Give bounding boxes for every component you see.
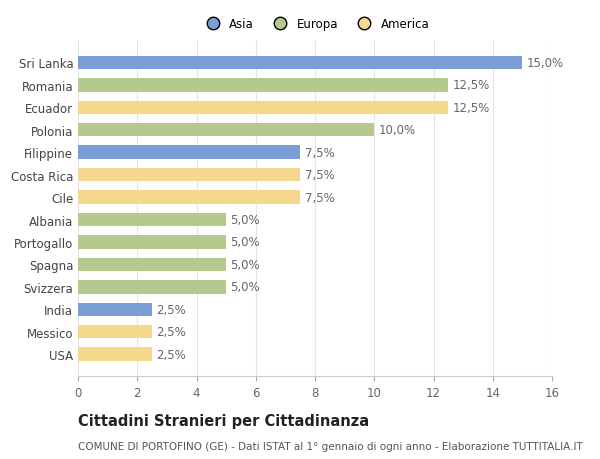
Text: 2,5%: 2,5% xyxy=(157,325,186,339)
Text: 10,0%: 10,0% xyxy=(379,124,416,137)
Bar xyxy=(78,124,374,137)
Bar xyxy=(78,146,300,160)
Bar xyxy=(78,325,152,339)
Text: 7,5%: 7,5% xyxy=(305,191,334,204)
Bar xyxy=(78,168,300,182)
Text: 15,0%: 15,0% xyxy=(527,57,564,70)
Bar xyxy=(78,213,226,227)
Bar xyxy=(78,280,226,294)
Bar xyxy=(78,236,226,249)
Text: 12,5%: 12,5% xyxy=(453,79,490,92)
Text: 7,5%: 7,5% xyxy=(305,169,334,182)
Text: 5,0%: 5,0% xyxy=(230,236,260,249)
Bar xyxy=(78,303,152,316)
Text: 7,5%: 7,5% xyxy=(305,146,334,159)
Text: 12,5%: 12,5% xyxy=(453,101,490,115)
Text: 5,0%: 5,0% xyxy=(230,258,260,271)
Bar xyxy=(78,348,152,361)
Bar xyxy=(78,258,226,272)
Text: Cittadini Stranieri per Cittadinanza: Cittadini Stranieri per Cittadinanza xyxy=(78,413,369,428)
Bar xyxy=(78,191,300,204)
Text: 2,5%: 2,5% xyxy=(157,303,186,316)
Bar xyxy=(78,56,523,70)
Text: 2,5%: 2,5% xyxy=(157,348,186,361)
Text: COMUNE DI PORTOFINO (GE) - Dati ISTAT al 1° gennaio di ogni anno - Elaborazione : COMUNE DI PORTOFINO (GE) - Dati ISTAT al… xyxy=(78,441,583,451)
Bar xyxy=(78,79,448,92)
Text: 5,0%: 5,0% xyxy=(230,213,260,227)
Legend: Asia, Europa, America: Asia, Europa, America xyxy=(196,14,434,36)
Text: 5,0%: 5,0% xyxy=(230,281,260,294)
Bar xyxy=(78,101,448,115)
